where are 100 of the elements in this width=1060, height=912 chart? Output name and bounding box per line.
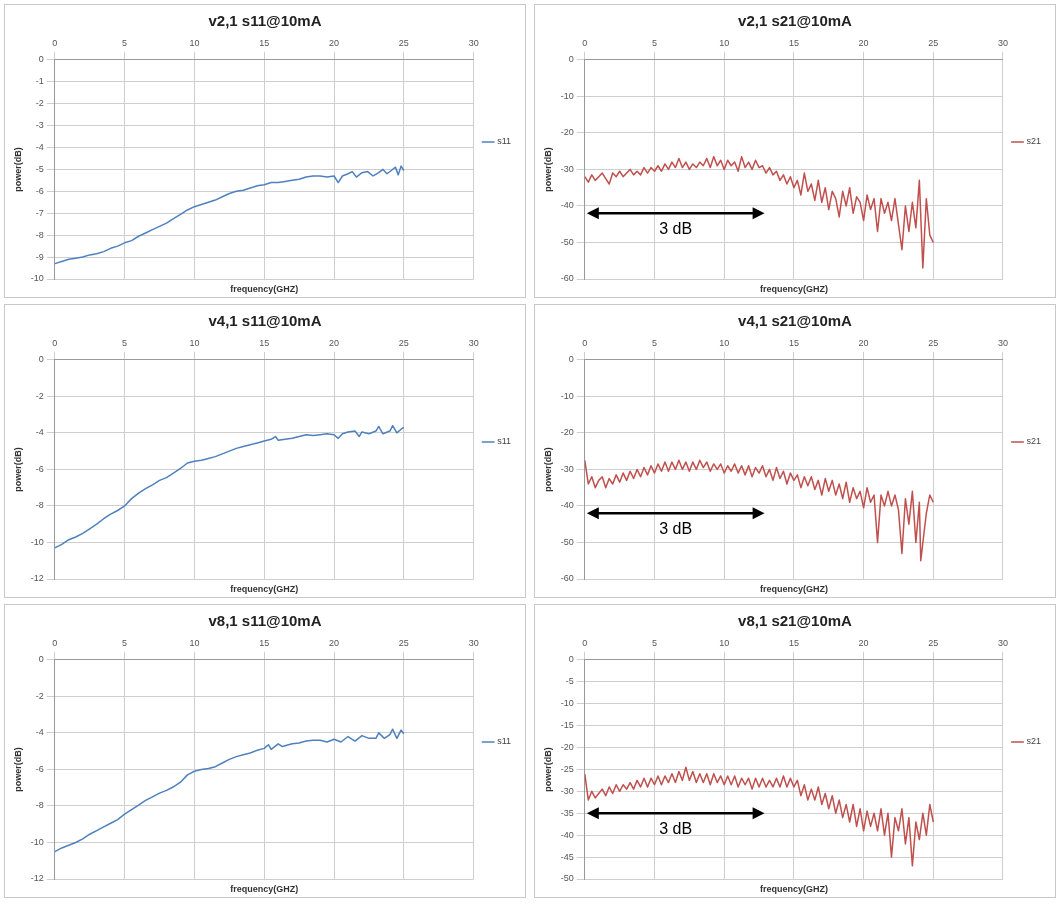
y-tick-label: -8	[35, 800, 44, 811]
x-tick-label: 20	[329, 637, 340, 648]
x-tick-label: 10	[719, 37, 730, 48]
y-tick-label: -50	[560, 236, 574, 247]
x-tick-label: 10	[189, 337, 200, 348]
x-tick-label: 30	[997, 37, 1008, 48]
x-tick-label: 20	[858, 337, 869, 348]
x-tick-label: 20	[858, 37, 869, 48]
y-tick-label: -40	[560, 200, 574, 211]
y-tick-label: -6	[35, 463, 44, 474]
y-axis-title: power(dB)	[542, 447, 553, 492]
x-axis-title: frequency(GHZ)	[759, 883, 828, 894]
y-tick-label: -30	[560, 463, 574, 474]
legend-label: s11	[497, 136, 511, 147]
x-tick-label: 5	[122, 637, 128, 648]
x-tick-label: 5	[652, 637, 658, 648]
y-tick-label: -60	[560, 573, 574, 584]
y-tick-label: -3	[35, 120, 44, 131]
x-tick-label: 5	[652, 37, 658, 48]
y-tick-label: -12	[30, 573, 44, 584]
y-axis-title: power(dB)	[12, 447, 23, 492]
x-tick-label: 5	[652, 337, 658, 348]
y-tick-label: 0	[38, 354, 44, 365]
y-tick-label: -10	[30, 536, 44, 547]
y-tick-label: -9	[35, 251, 44, 262]
x-tick-label: 30	[468, 37, 479, 48]
y-tick-label: -35	[560, 807, 574, 818]
x-tick-label: 0	[582, 37, 588, 48]
y-tick-label: -40	[560, 829, 574, 840]
y-tick-label: -45	[560, 851, 574, 862]
y-tick-label: -8	[35, 500, 44, 511]
y-tick-label: -20	[560, 127, 574, 138]
y-tick-label: -60	[560, 273, 574, 284]
y-tick-label: -20	[560, 427, 574, 438]
x-axis-title: frequency(GHZ)	[759, 283, 828, 294]
y-tick-label: -40	[560, 500, 574, 511]
y-axis-title: power(dB)	[542, 147, 553, 192]
x-tick-label: 25	[928, 637, 939, 648]
chart-title: v8,1 s21@10mA	[738, 612, 853, 630]
x-tick-label: 15	[788, 37, 799, 48]
y-tick-label: -50	[560, 536, 574, 547]
legend-label: s21	[1026, 136, 1041, 147]
legend-label: s11	[497, 736, 511, 747]
y-tick-label: 0	[38, 54, 44, 65]
y-tick-label: -20	[560, 741, 574, 752]
x-tick-label: 25	[928, 37, 939, 48]
x-axis-title: frequency(GHZ)	[230, 283, 299, 294]
x-tick-label: 0	[52, 337, 58, 348]
y-tick-label: -10	[560, 698, 574, 709]
y-tick-label: 0	[568, 654, 574, 665]
x-tick-label: 5	[122, 37, 128, 48]
annotation: 3 dB	[659, 219, 693, 237]
chart-title: v2,1 s11@10mA	[208, 12, 322, 30]
y-axis-title: power(dB)	[542, 747, 553, 792]
x-tick-label: 0	[582, 637, 588, 648]
y-tick-label: -15	[560, 720, 574, 731]
x-tick-label: 10	[189, 37, 200, 48]
x-tick-label: 20	[329, 337, 340, 348]
y-axis-title: power(dB)	[12, 747, 23, 792]
x-tick-label: 20	[858, 637, 869, 648]
y-tick-label: -12	[30, 873, 44, 884]
legend-label: s21	[1026, 736, 1041, 747]
x-tick-label: 15	[788, 637, 799, 648]
y-tick-label: 0	[568, 354, 574, 365]
legend-label: s11	[497, 436, 511, 447]
x-axis-title: frequency(GHZ)	[230, 883, 299, 894]
y-tick-label: -1	[35, 76, 44, 87]
x-tick-label: 30	[997, 637, 1008, 648]
y-tick-label: -6	[35, 185, 44, 196]
x-tick-label: 0	[582, 337, 588, 348]
y-tick-label: -30	[560, 785, 574, 796]
x-tick-label: 15	[788, 337, 799, 348]
y-tick-label: -5	[565, 676, 574, 687]
y-tick-label: -2	[35, 390, 44, 401]
x-tick-label: 0	[52, 37, 58, 48]
chart-title: v8,1 s11@10mA	[208, 612, 322, 630]
y-tick-label: -10	[30, 836, 44, 847]
y-tick-label: -2	[35, 690, 44, 701]
x-tick-label: 0	[52, 637, 58, 648]
annotation: 3 dB	[659, 819, 693, 837]
x-axis-title: frequency(GHZ)	[759, 583, 828, 594]
chart-title: v4,1 s11@10mA	[208, 312, 322, 330]
x-tick-label: 30	[468, 637, 479, 648]
x-tick-label: 25	[398, 337, 409, 348]
x-tick-label: 15	[259, 637, 270, 648]
annotation: 3 dB	[659, 519, 693, 537]
y-tick-label: -4	[35, 727, 44, 738]
x-axis-title: frequency(GHZ)	[230, 583, 299, 594]
y-tick-label: -10	[30, 273, 44, 284]
x-tick-label: 15	[259, 37, 270, 48]
y-tick-label: -10	[560, 90, 574, 101]
x-tick-label: 30	[468, 337, 479, 348]
y-tick-label: -30	[560, 163, 574, 174]
chart-title: v4,1 s21@10mA	[738, 312, 853, 330]
x-tick-label: 15	[259, 337, 270, 348]
chart-title: v2,1 s21@10mA	[738, 12, 853, 30]
y-tick-label: -10	[560, 390, 574, 401]
x-tick-label: 5	[122, 337, 128, 348]
y-axis-title: power(dB)	[12, 147, 23, 192]
y-tick-label: -7	[35, 207, 44, 218]
